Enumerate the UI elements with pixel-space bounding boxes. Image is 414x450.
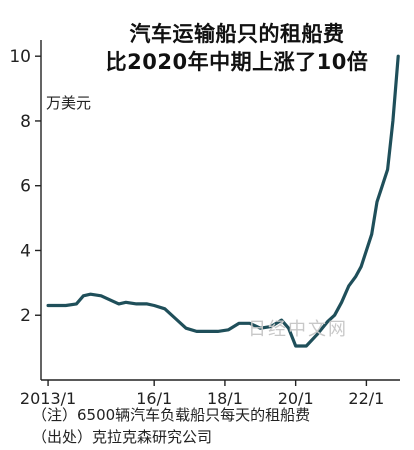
chart-title-line-2: 比2020年中期上涨了10倍	[105, 50, 369, 74]
y-tick-label: 6	[20, 177, 31, 197]
chart-note: （注）6500辆汽车负载船只每天的租船费	[32, 406, 311, 424]
y-tick-label: 2	[20, 306, 31, 326]
y-ticks: 2 4 6 8 10	[9, 47, 41, 326]
x-tick-label: 20/1	[278, 389, 314, 408]
axes	[40, 40, 400, 381]
x-tick-label: 18/1	[207, 389, 243, 408]
x-ticks: 2013/1 16/1 18/1 20/1 22/1	[20, 380, 384, 408]
chart-title-line-1: 汽车运输船只的租船费	[129, 22, 345, 46]
x-tick-label: 22/1	[348, 389, 384, 408]
y-tick-label: 8	[20, 112, 31, 132]
y-axis-unit-label: 万美元	[46, 94, 92, 112]
x-tick-label: 2013/1	[20, 389, 76, 408]
y-tick-label: 10	[9, 47, 31, 67]
watermark: 日经中文网	[248, 319, 348, 340]
series-line	[46, 54, 400, 348]
y-tick-label: 4	[20, 241, 31, 261]
chart-source: （出处）克拉克森研究公司	[32, 428, 213, 446]
x-tick-label: 16/1	[136, 389, 172, 408]
